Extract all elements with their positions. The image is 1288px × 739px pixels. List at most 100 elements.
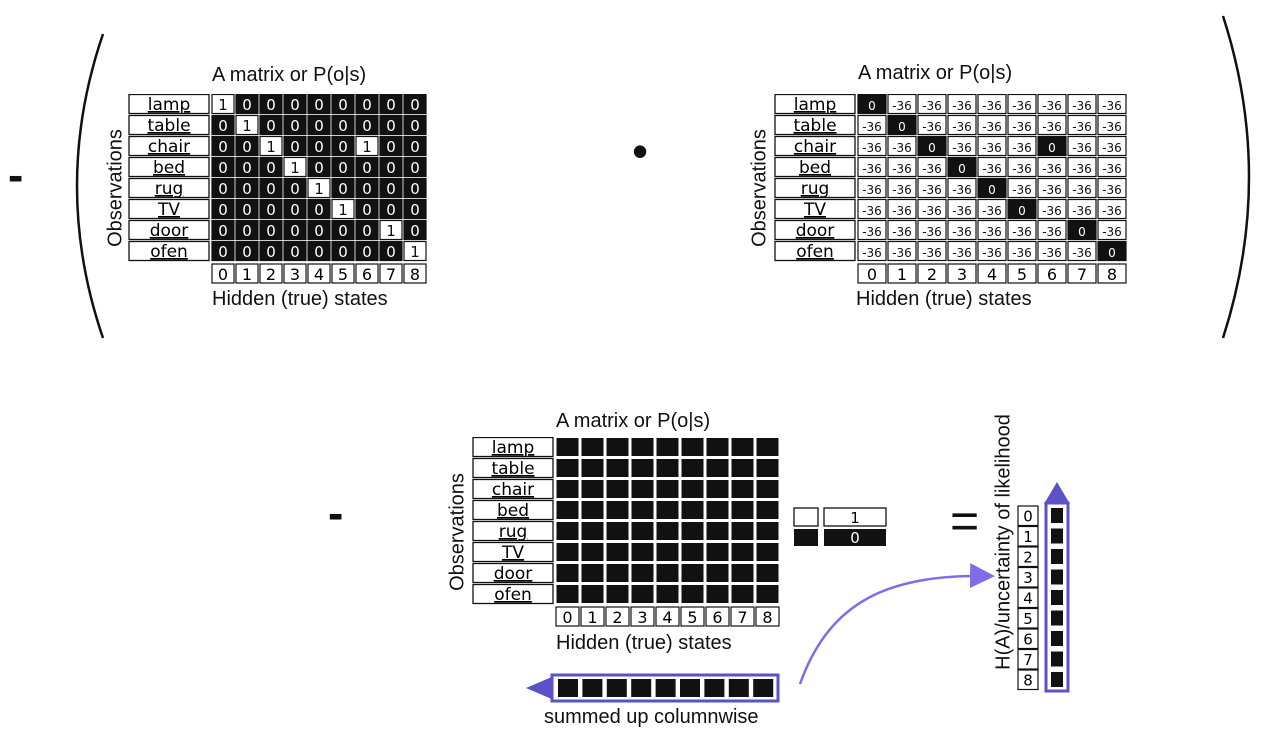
state-tick-box — [755, 606, 780, 627]
state-tick-box — [580, 606, 605, 627]
row-label-box — [472, 457, 554, 479]
entropy-index-box — [1017, 525, 1039, 547]
state-tick-box — [355, 263, 379, 284]
matrix-cell — [857, 240, 887, 262]
matrix-cell — [1037, 114, 1067, 136]
cell-value: 0 — [410, 138, 420, 156]
matrix-cell — [1007, 240, 1037, 262]
matrix-cell — [977, 219, 1007, 241]
row-label-box — [472, 520, 554, 542]
matrix-cell — [887, 177, 917, 199]
matrix-cell — [917, 114, 947, 136]
matrix-cell — [379, 156, 403, 178]
summed-cell — [728, 679, 749, 697]
matrix-cell — [259, 94, 283, 115]
minus-operator-top: - — [8, 149, 24, 201]
summed-cell — [704, 679, 725, 697]
entropy-index-label: 8 — [1023, 672, 1033, 690]
cell-value: -36 — [1072, 99, 1092, 113]
matrix-cell — [917, 198, 947, 220]
cell-value: 0 — [314, 159, 324, 177]
matrix-cell — [977, 156, 1007, 178]
matrix-cell — [259, 114, 283, 136]
row-label: door — [494, 564, 533, 584]
curved-arrow — [798, 563, 995, 685]
row-label-box — [774, 135, 856, 157]
state-tick-box — [1067, 263, 1097, 284]
matrix-cell — [331, 94, 355, 115]
row-label: bed — [153, 158, 185, 178]
row-label-box — [128, 177, 210, 199]
matrix-cell — [605, 563, 630, 583]
matrix-cell — [977, 240, 1007, 262]
row-label-box — [472, 562, 554, 584]
cell-value: 0 — [218, 222, 228, 240]
cell-value: 0 — [338, 243, 348, 261]
cell-value: -36 — [1102, 204, 1122, 218]
cell-value: 1 — [290, 159, 300, 177]
entropy-cell — [1051, 651, 1063, 667]
matrix-cell — [917, 135, 947, 157]
matrix-cell — [283, 94, 307, 115]
matrix-cell — [1097, 114, 1127, 136]
cell-value: 1 — [314, 180, 324, 198]
matrix-cell — [379, 135, 403, 157]
state-tick-label: 3 — [637, 608, 647, 627]
cell-value: 0 — [338, 180, 348, 198]
cell-value: 0 — [290, 222, 300, 240]
state-tick-box — [307, 263, 331, 284]
matrix-cell — [331, 219, 355, 241]
matrix-cell — [211, 114, 235, 136]
matrix-cell — [1037, 198, 1067, 220]
state-tick-box — [917, 263, 947, 284]
row-label: bed — [497, 501, 529, 521]
matrix-cell — [555, 458, 580, 478]
state-tick-box — [1097, 263, 1127, 284]
matrix-cell — [730, 437, 755, 457]
matrix-cell — [977, 135, 1007, 157]
state-tick-label: 1 — [897, 265, 907, 284]
matrix-cell — [705, 500, 730, 520]
state-tick-box — [283, 263, 307, 284]
matrix-cell — [379, 219, 403, 241]
matrix-cell — [355, 177, 379, 199]
matrix-cell — [403, 240, 427, 262]
row-label: lamp — [148, 95, 191, 115]
matrix-cell — [605, 542, 630, 562]
matrix-cell — [555, 479, 580, 499]
matrix-cell — [947, 114, 977, 136]
cell-value: -36 — [952, 225, 972, 239]
cell-value: 0 — [218, 243, 228, 261]
entropy-index-label: 6 — [1023, 631, 1033, 649]
matrix-cell — [705, 458, 730, 478]
cell-value: -36 — [1072, 246, 1092, 260]
entropy-index-label: 7 — [1023, 651, 1033, 669]
matrix-cell — [403, 114, 427, 136]
matrix-cell — [605, 458, 630, 478]
matrix-cell — [705, 437, 730, 457]
cell-value: 0 — [362, 159, 372, 177]
entropy-index-label: 5 — [1023, 610, 1033, 628]
cell-value: 0 — [386, 201, 396, 219]
row-label: chair — [794, 137, 836, 157]
matrix-cell — [1007, 135, 1037, 157]
matrix-cell — [1007, 94, 1037, 115]
cell-value: 0 — [314, 222, 324, 240]
matrix-cell — [947, 156, 977, 178]
cell-value: 0 — [218, 180, 228, 198]
matrix-cell — [947, 177, 977, 199]
state-tick-box — [680, 606, 705, 627]
matrix-cell — [1007, 198, 1037, 220]
matrix-cell — [555, 500, 580, 520]
matrix-cell — [235, 94, 259, 115]
matrix-cell — [857, 219, 887, 241]
matrix-cell — [555, 437, 580, 457]
matrix-cell — [730, 521, 755, 541]
matrix-cell — [680, 584, 705, 604]
state-tick-label: 4 — [662, 608, 672, 627]
matrix-cell — [730, 584, 755, 604]
matrix-cell — [355, 94, 379, 115]
summed-cell — [558, 679, 578, 697]
state-tick-label: 0 — [562, 608, 572, 627]
matrix-cell — [331, 177, 355, 199]
